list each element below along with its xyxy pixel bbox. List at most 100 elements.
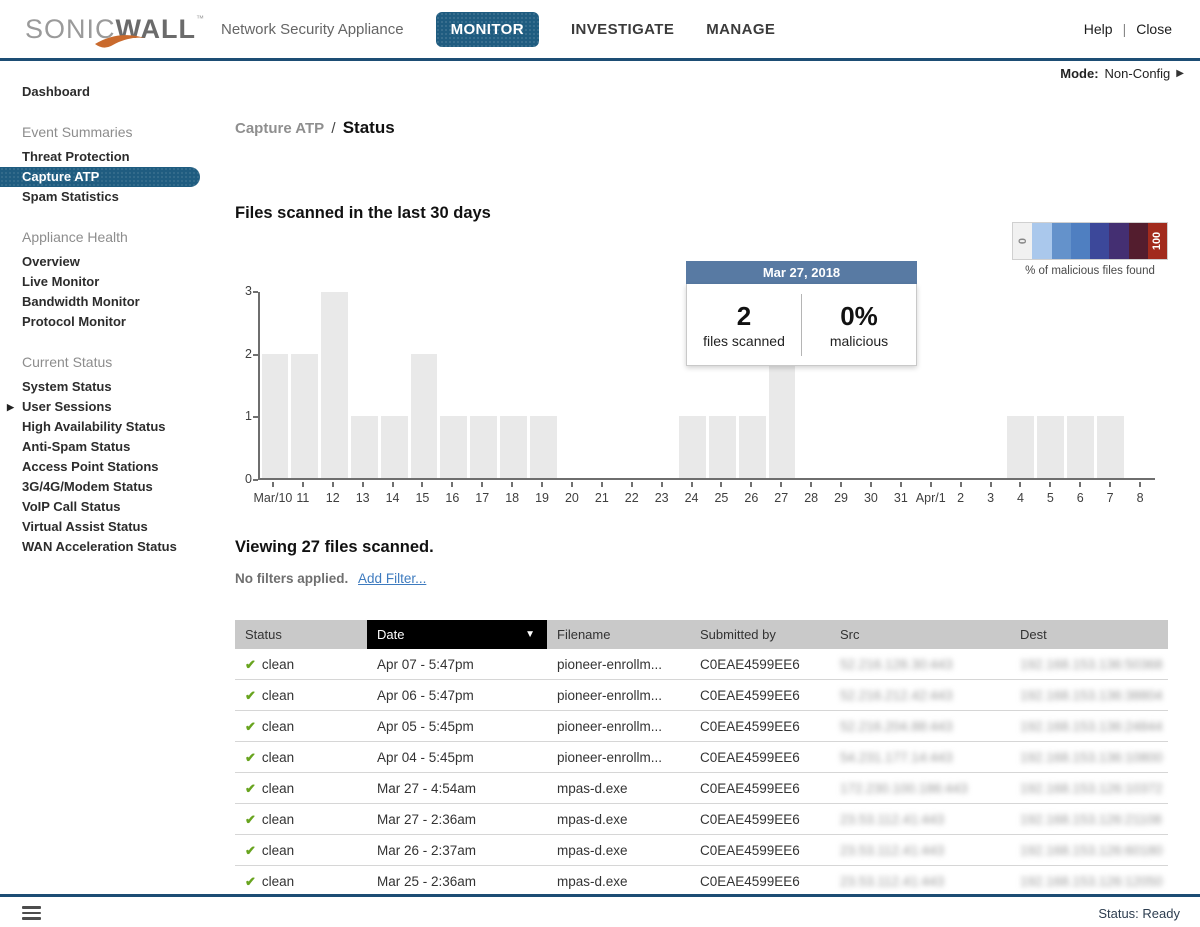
- menu-hamburger-icon[interactable]: [22, 906, 41, 923]
- close-link[interactable]: Close: [1136, 21, 1172, 37]
- x-axis-tick-label: 6: [1076, 491, 1084, 505]
- sidebar-item-live-monitor[interactable]: Live Monitor: [22, 274, 100, 289]
- sidebar-item-bandwidth-monitor[interactable]: Bandwidth Monitor: [22, 294, 140, 309]
- cell-date: Apr 07 - 5:47pm: [377, 657, 474, 672]
- chart-bar[interactable]: [1037, 416, 1064, 478]
- chart-bar[interactable]: [1007, 416, 1035, 478]
- chart-bar[interactable]: [768, 354, 796, 478]
- x-axis-tick-mark: [810, 482, 813, 487]
- sidebar-item-spam-statistics[interactable]: Spam Statistics: [22, 189, 119, 204]
- chart-bar[interactable]: [470, 416, 498, 478]
- sidebar-item-protocol-monitor[interactable]: Protocol Monitor: [22, 314, 126, 329]
- sidebar-item-user-sessions[interactable]: ▶ User Sessions: [0, 397, 200, 417]
- chart-bar[interactable]: [440, 416, 468, 478]
- x-axis-tick-label: 7: [1106, 491, 1114, 505]
- mode-value[interactable]: Non-Config: [1104, 66, 1171, 81]
- legend-label: % of malicious files found: [1025, 265, 1155, 277]
- cell-submitted-by: C0EAE4599EE6: [700, 874, 800, 889]
- sidebar-item-dashboard[interactable]: Dashboard: [22, 84, 90, 99]
- add-filter-link[interactable]: Add Filter...: [358, 571, 427, 586]
- table-row[interactable]: ✔ clean Apr 07 - 5:47pm pioneer-enrollm... C…: [235, 649, 1168, 680]
- legend-block-3: [1070, 223, 1090, 259]
- cell-dest: 192.168.153.126:21108: [1020, 812, 1162, 827]
- sidebar-item-threat-protection[interactable]: Threat Protection: [22, 149, 130, 164]
- chart-bar[interactable]: [500, 416, 527, 478]
- column-header-src[interactable]: Src: [840, 627, 860, 642]
- sidebar-item-wan-acceleration-status[interactable]: WAN Acceleration Status: [22, 539, 177, 554]
- chart-bar-slot: [946, 292, 976, 478]
- x-axis-tick-label: 3: [987, 491, 995, 505]
- column-header-submitted-by[interactable]: Submitted by: [700, 627, 776, 642]
- chart-bar[interactable]: [321, 292, 348, 478]
- column-header-filename[interactable]: Filename: [557, 627, 611, 642]
- column-header-status[interactable]: Status: [245, 627, 282, 642]
- cell-submitted-by: C0EAE4599EE6: [700, 750, 800, 765]
- x-axis-tick-label: 20: [564, 491, 579, 505]
- clean-check-icon: ✔: [245, 812, 256, 827]
- table-row[interactable]: ✔ clean Apr 06 - 5:47pm pioneer-enrollm... C…: [235, 680, 1168, 711]
- expand-arrow-icon[interactable]: ▶: [7, 402, 14, 412]
- mode-expand-arrow-icon[interactable]: ▶: [1176, 68, 1184, 79]
- clean-check-icon: ✔: [245, 781, 256, 796]
- x-axis-tick-mark: [331, 482, 334, 487]
- cell-filename: mpas-d.exe: [557, 874, 628, 889]
- sidebar-section-header: Current Status: [22, 354, 113, 370]
- cell-filename: pioneer-enrollm...: [557, 719, 663, 734]
- sidebar-item-capture-atp[interactable]: Capture ATP: [0, 167, 200, 187]
- clean-check-icon: ✔: [245, 843, 256, 858]
- cell-src: 54.231.177.14:443: [840, 750, 953, 765]
- table-header-row: Status Date ▼ Filename Submitted by Src Dest: [235, 620, 1168, 649]
- y-axis-tick-label: 3: [245, 284, 252, 298]
- column-header-date[interactable]: Date ▼: [367, 620, 547, 649]
- chart-bar[interactable]: [679, 416, 706, 478]
- chart-bar[interactable]: [1096, 416, 1124, 478]
- x-axis-tick-mark: [451, 482, 454, 487]
- chart-bar-slot: [290, 292, 320, 478]
- legend-block-2: [1051, 223, 1071, 259]
- sidebar-item-anti-spam-status[interactable]: Anti-Spam Status: [22, 439, 131, 454]
- tooltip-divider: [801, 293, 802, 356]
- tab-monitor[interactable]: MONITOR: [435, 11, 539, 47]
- sidebar-item-overview[interactable]: Overview: [22, 254, 80, 269]
- x-axis-tick-label: 28: [804, 491, 819, 505]
- sidebar-item-virtual-assist-status[interactable]: Virtual Assist Status: [22, 519, 148, 534]
- table-row[interactable]: ✔ clean Mar 25 - 2:36am mpas-d.exe C0EAE4599…: [235, 866, 1168, 895]
- cell-submitted-by: C0EAE4599EE6: [700, 812, 800, 827]
- chart-bar[interactable]: [350, 416, 378, 478]
- column-header-dest[interactable]: Dest: [1020, 627, 1047, 642]
- x-axis-tick-mark: [600, 482, 603, 487]
- chart-bar[interactable]: [410, 354, 438, 478]
- chart-bar-slot: [528, 292, 558, 478]
- chart-bar[interactable]: [529, 416, 557, 478]
- table-row[interactable]: ✔ clean Mar 26 - 2:37am mpas-d.exe C0EAE4599…: [235, 835, 1168, 866]
- chart-bar[interactable]: [738, 416, 766, 478]
- table-row[interactable]: ✔ clean Mar 27 - 4:54am mpas-d.exe C0EAE4599…: [235, 773, 1168, 804]
- sidebar-item-3g-4g-modem-status[interactable]: 3G/4G/Modem Status: [22, 479, 153, 494]
- chart-bar[interactable]: [291, 354, 319, 478]
- help-link[interactable]: Help: [1083, 21, 1113, 37]
- cell-status: ✔ clean: [245, 843, 295, 858]
- chart-bar[interactable]: [708, 416, 736, 478]
- breadcrumb-parent[interactable]: Capture ATP: [235, 120, 325, 137]
- table-row[interactable]: ✔ clean Apr 04 - 5:45pm pioneer-enrollm... C…: [235, 742, 1168, 773]
- table-row[interactable]: ✔ clean Apr 05 - 5:45pm pioneer-enrollm... C…: [235, 711, 1168, 742]
- tab-investigate[interactable]: INVESTIGATE: [570, 20, 675, 38]
- chart-bar[interactable]: [261, 354, 289, 478]
- chart-bar[interactable]: [1066, 416, 1094, 478]
- table-row[interactable]: ✔ clean Mar 27 - 2:36am mpas-d.exe C0EAE4599…: [235, 804, 1168, 835]
- chart-bar[interactable]: [380, 416, 408, 478]
- sidebar-item-system-status[interactable]: System Status: [22, 379, 112, 394]
- sidebar-item-access-point-stations[interactable]: Access Point Stations: [22, 459, 159, 474]
- cell-date: Apr 06 - 5:47pm: [377, 688, 474, 703]
- legend-block-4: [1090, 223, 1110, 259]
- sidebar-item-voip-call-status[interactable]: VoIP Call Status: [22, 499, 121, 514]
- sidebar-item-high-availability-status[interactable]: High Availability Status: [22, 419, 166, 434]
- cell-status: ✔ clean: [245, 657, 295, 672]
- x-axis-tick-label: 17: [475, 491, 490, 505]
- x-axis-tick-mark: [271, 482, 274, 487]
- cell-submitted-by: C0EAE4599EE6: [700, 843, 800, 858]
- clean-check-icon: ✔: [245, 657, 256, 672]
- tab-manage[interactable]: MANAGE: [706, 20, 776, 38]
- x-axis-tick-label: 14: [385, 491, 400, 505]
- sort-descending-icon[interactable]: ▼: [525, 629, 535, 640]
